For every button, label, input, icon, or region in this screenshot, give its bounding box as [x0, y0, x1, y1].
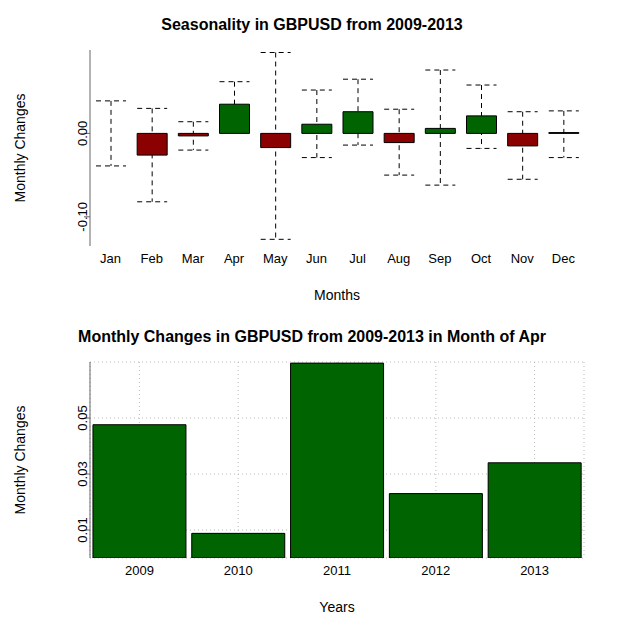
svg-text:May: May: [263, 251, 288, 266]
svg-text:Months: Months: [314, 287, 360, 303]
svg-text:Monthly Changes: Monthly Changes: [12, 94, 28, 203]
svg-text:Years: Years: [319, 599, 354, 615]
svg-text:-0.10: -0.10: [75, 202, 90, 232]
svg-text:Aug: Aug: [387, 251, 410, 266]
svg-text:0.05: 0.05: [75, 405, 90, 430]
svg-text:2009: 2009: [125, 563, 154, 578]
svg-text:2011: 2011: [323, 563, 351, 578]
svg-text:Feb: Feb: [141, 251, 163, 266]
svg-text:Apr: Apr: [224, 251, 245, 266]
svg-text:2010: 2010: [224, 563, 253, 578]
svg-text:0.03: 0.03: [75, 461, 90, 486]
svg-text:Nov: Nov: [511, 251, 535, 266]
svg-text:Jan: Jan: [100, 251, 121, 266]
svg-text:0.00: 0.00: [75, 121, 90, 146]
svg-text:Dec: Dec: [552, 251, 576, 266]
html-text:Seasonality in GBPUSD from 200: Seasonality in GBPUSD from 2009-2013: [161, 16, 463, 33]
svg-text:0.01: 0.01: [75, 517, 90, 542]
svg-text:2012: 2012: [421, 563, 450, 578]
svg-text:Jun: Jun: [306, 251, 327, 266]
svg-text:Mar: Mar: [182, 251, 205, 266]
svg-text:Jul: Jul: [349, 251, 366, 266]
svg-text:2013: 2013: [520, 563, 549, 578]
svg-text:Oct: Oct: [471, 251, 492, 266]
svg-text:Monthly Changes: Monthly Changes: [12, 406, 28, 515]
html-text:Monthly Changes in GBPUSD from: Monthly Changes in GBPUSD from 2009-2013…: [78, 328, 546, 345]
svg-text:Sep: Sep: [428, 251, 451, 266]
